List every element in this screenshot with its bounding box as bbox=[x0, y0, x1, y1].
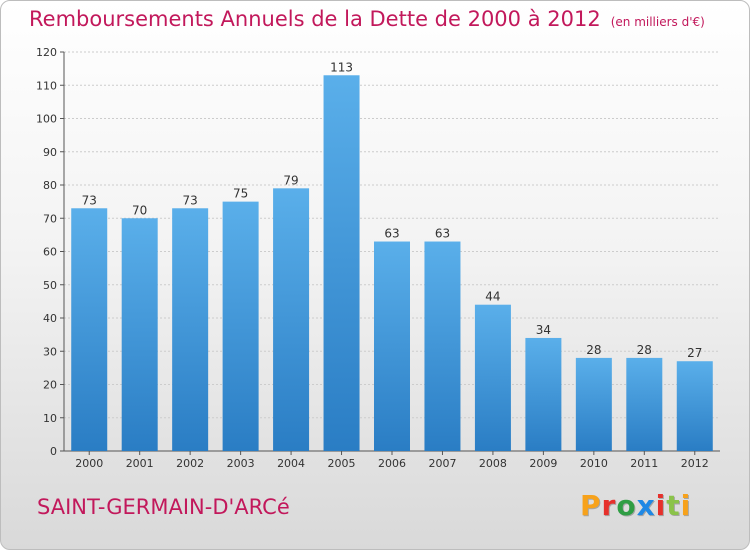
y-tick-label: 110 bbox=[36, 79, 57, 92]
x-tick-label-2005: 2005 bbox=[328, 457, 356, 470]
value-label-2009: 34 bbox=[536, 323, 551, 337]
x-tick-label-2008: 2008 bbox=[479, 457, 507, 470]
x-tick-label-2000: 2000 bbox=[75, 457, 103, 470]
value-label-2005: 113 bbox=[330, 60, 353, 74]
bar-2008 bbox=[474, 304, 511, 451]
y-tick-label: 10 bbox=[43, 412, 57, 425]
bar-2009 bbox=[525, 337, 562, 451]
bar-2011 bbox=[626, 357, 663, 451]
bar-2004 bbox=[273, 188, 310, 451]
bar-2012 bbox=[676, 361, 713, 451]
value-label-2012: 27 bbox=[687, 346, 702, 360]
value-label-2003: 75 bbox=[233, 187, 248, 201]
value-label-2007: 63 bbox=[435, 227, 450, 241]
logo-letter: P bbox=[580, 489, 602, 522]
bars bbox=[71, 75, 713, 452]
bar-2006 bbox=[374, 241, 410, 451]
bar-2000 bbox=[71, 208, 108, 451]
logo-letter: i bbox=[680, 489, 692, 522]
x-tick-label-2003: 2003 bbox=[227, 457, 255, 470]
chart-title-unit: (en milliers d'€) bbox=[610, 15, 705, 29]
value-label-2011: 28 bbox=[637, 343, 652, 357]
logo-letter: t bbox=[666, 489, 681, 522]
bar-2001 bbox=[121, 218, 158, 451]
y-tick-label: 30 bbox=[43, 345, 57, 358]
value-label-2004: 79 bbox=[283, 173, 298, 187]
value-label-2001: 70 bbox=[132, 203, 147, 217]
y-tick-label: 0 bbox=[50, 445, 57, 458]
bar-2005 bbox=[323, 75, 360, 452]
chart-title: Remboursements Annuels de la Dette de 20… bbox=[29, 7, 705, 31]
logo-letter: x bbox=[636, 489, 656, 522]
value-label-2000: 73 bbox=[82, 193, 97, 207]
value-label-2008: 44 bbox=[485, 290, 500, 304]
bar-2003 bbox=[222, 201, 259, 451]
y-tick-label: 50 bbox=[43, 279, 57, 292]
y-tick-label: 80 bbox=[43, 179, 57, 192]
y-tick-label: 120 bbox=[36, 46, 57, 59]
x-tick-label-2004: 2004 bbox=[277, 457, 305, 470]
bar-2002 bbox=[172, 208, 209, 451]
x-tick-label-2010: 2010 bbox=[580, 457, 608, 470]
commune-name: SAINT-GERMAIN-D'ARCé bbox=[37, 495, 290, 519]
bar-2010 bbox=[575, 357, 612, 451]
x-tick-label-2011: 2011 bbox=[630, 457, 658, 470]
labels: 0 10 20 30 40 50 60 70 80 90 100 110 120 73 2000 70 2001… bbox=[36, 46, 709, 470]
x-tick-label-2002: 2002 bbox=[176, 457, 204, 470]
y-tick-label: 20 bbox=[43, 379, 57, 392]
x-tick-label-2006: 2006 bbox=[378, 457, 406, 470]
y-tick-label: 100 bbox=[36, 113, 57, 126]
y-tick-label: 70 bbox=[43, 212, 57, 225]
chart-title-main: Remboursements Annuels de la Dette de 20… bbox=[29, 7, 601, 31]
bar-2007 bbox=[424, 241, 461, 451]
logo-letter: i bbox=[655, 489, 667, 522]
y-tick-label: 40 bbox=[43, 312, 57, 325]
logo-letter: r bbox=[601, 489, 617, 522]
proxiti-logo: Proxiti bbox=[580, 489, 691, 522]
x-tick-label-2001: 2001 bbox=[126, 457, 154, 470]
value-label-2006: 63 bbox=[384, 227, 399, 241]
y-tick-label: 90 bbox=[43, 146, 57, 159]
logo-letter: o bbox=[616, 489, 637, 522]
y-tick-label: 60 bbox=[43, 246, 57, 259]
x-tick-label-2007: 2007 bbox=[428, 457, 456, 470]
x-tick-label-2009: 2009 bbox=[529, 457, 557, 470]
x-tick-label-2012: 2012 bbox=[681, 457, 709, 470]
value-label-2010: 28 bbox=[586, 343, 601, 357]
value-label-2002: 73 bbox=[183, 193, 198, 207]
